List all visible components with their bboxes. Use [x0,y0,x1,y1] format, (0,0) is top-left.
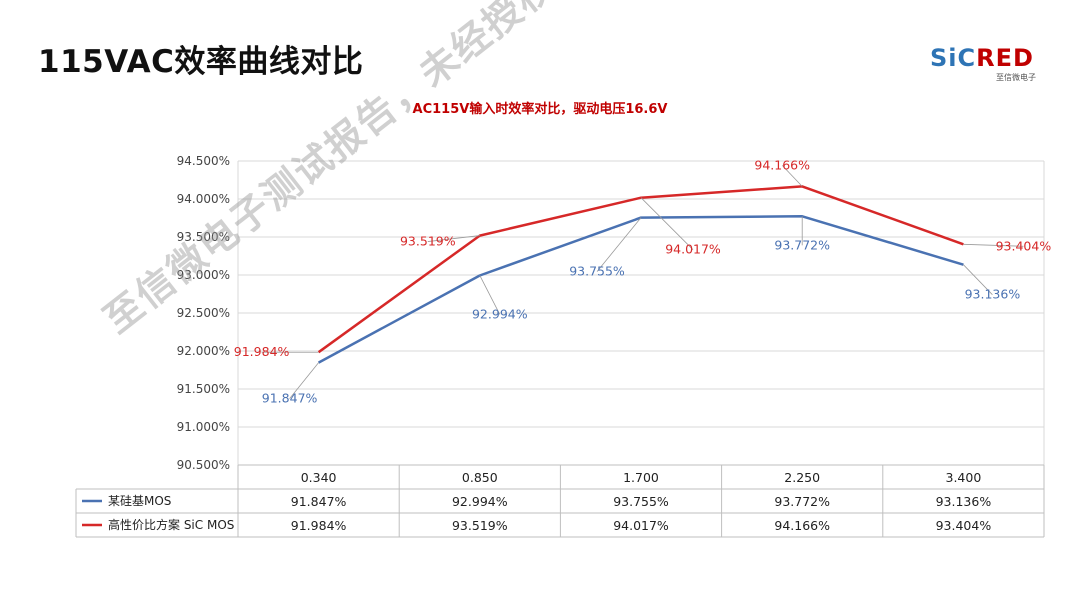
leader-line [963,243,1024,247]
table-cell: 93.136% [936,494,992,509]
y-tick-label: 91.500% [177,382,230,396]
logo-text-part1: SiC [930,44,977,72]
table-cell: 93.772% [774,494,830,509]
leader-line [289,362,319,399]
leader-line [963,264,993,295]
x-tick-label: 2.250 [784,470,820,485]
x-tick-label: 0.340 [301,470,337,485]
logo-text-part2: RED [976,44,1034,72]
y-tick-label: 90.500% [177,458,230,472]
x-tick-label: 1.700 [623,470,659,485]
data-label: 93.772% [774,237,830,252]
leader-line [427,235,480,242]
data-label: 93.136% [965,287,1021,302]
data-label: 91.847% [262,391,318,406]
series-line [317,185,964,354]
y-tick-label: 92.500% [177,306,230,320]
table-cell: 91.847% [291,494,347,509]
y-tick-label: 94.000% [177,192,230,206]
table-cell: 94.166% [774,518,830,533]
y-tick-label: 93.500% [177,230,230,244]
y-tick-label: 93.000% [177,268,230,282]
chart-title: AC115V输入时效率对比，驱动电压16.6V [412,102,668,117]
logo-wordmark: SiCRED [930,44,1034,72]
data-label: 92.994% [472,306,528,321]
data-label: 93.519% [400,234,456,249]
series-line [318,215,964,364]
table-cell: 93.519% [452,518,508,533]
legend-label: 高性价比方案 SiC MOS [108,517,234,532]
data-label: 93.755% [569,264,625,279]
y-tick-label: 92.000% [177,344,230,358]
data-label: 94.017% [665,242,721,257]
x-tick-label: 3.400 [946,470,982,485]
logo-subtitle: 至信微电子 [996,73,1036,82]
leader-line [640,197,694,250]
x-tick-label: 0.850 [462,470,498,485]
legend-label: 某硅基MOS [108,494,171,508]
data-label: 93.404% [996,238,1052,253]
data-label: 91.984% [234,344,290,359]
y-tick-label: 91.000% [177,420,230,434]
leader-line [596,217,642,272]
page-title: 115VAC效率曲线对比 [38,44,364,80]
y-tick-label: 94.500% [177,154,230,168]
sicred-logo: SiCRED 至信微电子 [930,44,1050,84]
data-label: 94.166% [754,157,810,172]
leader-line [479,275,501,315]
table-cell: 92.994% [452,494,508,509]
table-cell: 93.404% [936,518,992,533]
leader-line [781,165,803,187]
table-cell: 93.755% [613,494,669,509]
table-cell: 91.984% [291,518,347,533]
table-cell: 94.017% [613,518,669,533]
